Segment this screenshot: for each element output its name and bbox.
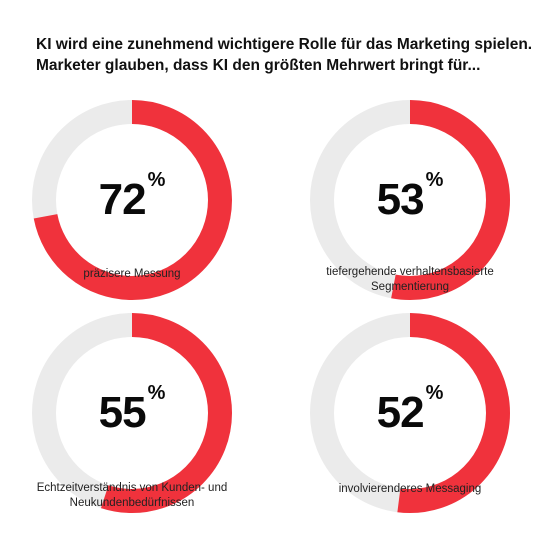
donut-center: 72% bbox=[32, 100, 232, 300]
percent-sign: % bbox=[425, 382, 444, 404]
donut-label: involvierenderes Messaging bbox=[295, 482, 525, 497]
donut-center: 52% bbox=[310, 313, 510, 513]
donut-label-line: Echtzeitverständnis von Kunden- und bbox=[36, 482, 228, 494]
donut-svg bbox=[32, 313, 232, 513]
donut-label-line: tiefergehende verhaltensbasierte bbox=[326, 266, 494, 278]
donut-label: präzisere Messung bbox=[17, 267, 247, 282]
title-line-1: KI wird eine zunehmend wichtigere Rolle … bbox=[36, 36, 533, 53]
donut-value: 53 bbox=[376, 175, 425, 224]
donut-center: 53% bbox=[310, 100, 510, 300]
donut-value: 55 bbox=[98, 388, 147, 437]
donut-chart-segmentierung: 53% bbox=[310, 100, 510, 300]
donut-chart-messung: 72% bbox=[32, 100, 232, 300]
donut-value-arc bbox=[310, 313, 510, 513]
donut-label-line: Segmentierung bbox=[371, 281, 449, 293]
donut-label: tiefergehende verhaltensbasierte Segment… bbox=[295, 265, 525, 295]
donut-svg bbox=[32, 100, 232, 300]
percent-sign: % bbox=[147, 382, 166, 404]
donut-svg bbox=[310, 100, 510, 300]
donut-label: Echtzeitverständnis von Kunden- und Neuk… bbox=[17, 481, 247, 511]
donut-value-arc bbox=[310, 100, 510, 300]
donut-label-line: involvierenderes Messaging bbox=[338, 483, 482, 495]
donut-chart-messaging: 52% bbox=[310, 313, 510, 513]
title-line-2: Marketer glauben, dass KI den größten Me… bbox=[36, 57, 481, 74]
donut-value-arc bbox=[32, 100, 232, 300]
donut-value: 72 bbox=[98, 175, 147, 224]
donut-chart-echtzeitverstaendnis: 55% bbox=[32, 313, 232, 513]
page-title: KI wird eine zunehmend wichtigere Rolle … bbox=[36, 34, 533, 76]
percent-sign: % bbox=[147, 169, 166, 191]
donut-value: 52 bbox=[376, 388, 425, 437]
percent-sign: % bbox=[425, 169, 444, 191]
donut-svg bbox=[310, 313, 510, 513]
donut-label-line: Neukundenbedürfnissen bbox=[69, 497, 195, 509]
donut-center: 55% bbox=[32, 313, 232, 513]
donut-value-arc bbox=[32, 313, 232, 513]
donut-label-line: präzisere Messung bbox=[83, 268, 181, 280]
